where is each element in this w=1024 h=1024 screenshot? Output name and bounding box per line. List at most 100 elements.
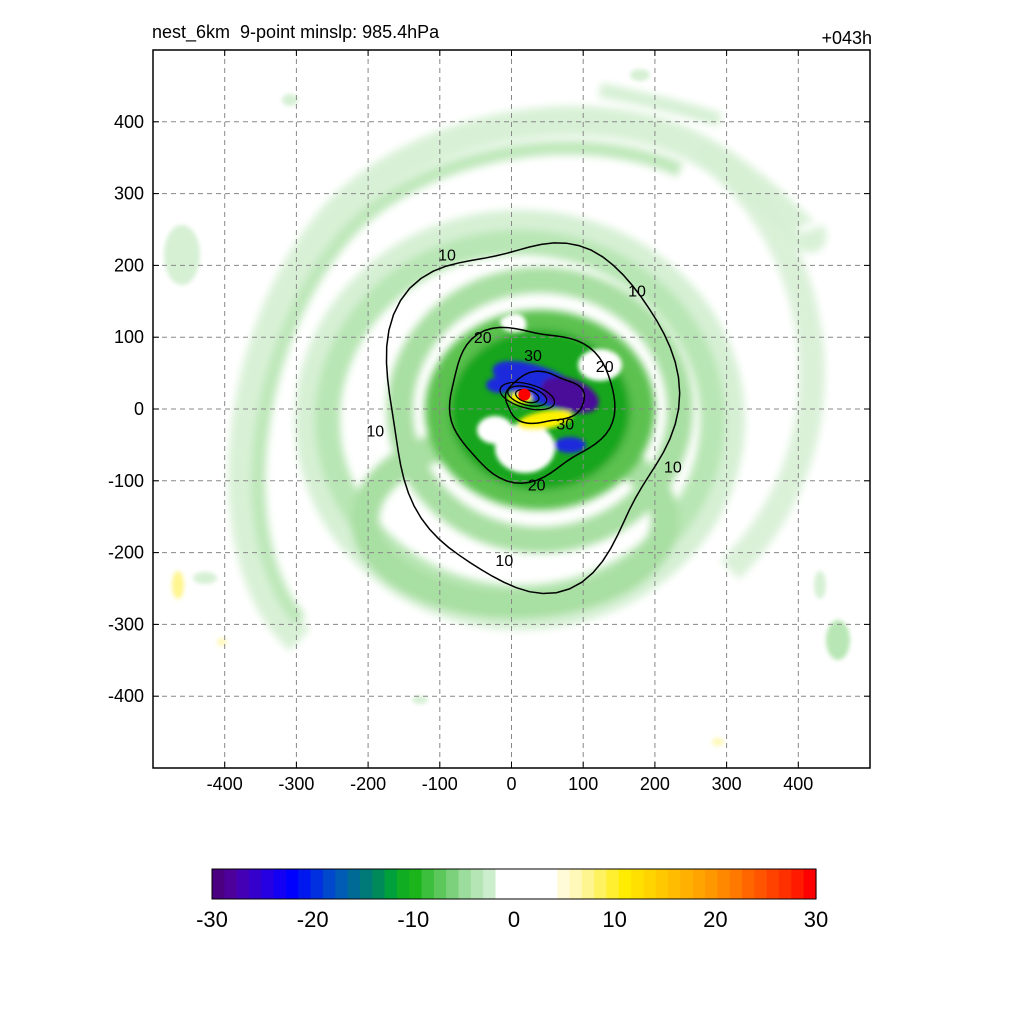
colorbar-swatch <box>754 869 768 899</box>
colorbar-swatch <box>261 869 275 899</box>
colorbar-swatch <box>335 869 349 899</box>
x-tick-label: -200 <box>350 774 386 794</box>
colorbar-swatch <box>606 869 620 899</box>
colorbar-swatch <box>643 869 657 899</box>
colorbar-swatch <box>483 869 497 899</box>
forecast-hour: +043h <box>821 28 872 48</box>
colorbar-swatch <box>495 869 509 899</box>
colorbar-swatch <box>409 869 423 899</box>
shaded-field <box>164 69 850 746</box>
colorbar-swatch <box>569 869 583 899</box>
colorbar-swatch <box>803 869 817 899</box>
colorbar-ticks: -30 -20 -10 0 10 20 30 <box>196 907 828 932</box>
contour-label: 10 <box>438 248 456 265</box>
colorbar-swatch <box>470 869 484 899</box>
inner-contour <box>507 385 548 407</box>
colorbar-frame <box>211 868 817 900</box>
colorbar-swatch <box>322 869 336 899</box>
inner-contour <box>499 381 556 411</box>
y-tick-label: -300 <box>108 614 144 634</box>
colorbar-swatch <box>717 869 731 899</box>
grid <box>153 50 870 768</box>
colorbar-swatch <box>779 869 792 899</box>
contour-label: 30 <box>524 348 542 365</box>
contour-line-10 <box>385 242 681 595</box>
x-tick-label: 300 <box>712 774 742 794</box>
x-tick-label: -300 <box>278 774 314 794</box>
colorbar-swatch <box>298 869 312 899</box>
colorbar-tick-label: 0 <box>508 907 520 932</box>
colorbar-swatch <box>273 869 287 899</box>
y-tick-label: -400 <box>108 686 144 706</box>
colorbar-swatch <box>248 869 262 899</box>
colorbar-tick-label: 10 <box>602 907 626 932</box>
colorbar-swatch <box>705 869 718 899</box>
colorbar-swatch <box>655 869 669 899</box>
colorbar-tick-label: -20 <box>297 907 329 932</box>
contour-label: 20 <box>596 359 614 376</box>
contour-label: 10 <box>495 553 513 570</box>
chart-title: nest_6km 9-point minslp: 985.4hPa <box>152 22 440 42</box>
colorbar-swatch <box>618 869 632 899</box>
colorbar-swatch <box>520 869 534 899</box>
colorbar-swatch <box>236 869 250 899</box>
colorbar-swatch <box>742 869 755 899</box>
x-axis-ticks: -400 -300 -200 -100 0 100 200 300 400 <box>207 50 813 794</box>
colorbar-swatch <box>557 869 571 899</box>
contour-label: 30 <box>556 416 574 433</box>
colorbar-swatch <box>631 869 645 899</box>
colorbar-swatch <box>458 869 472 899</box>
middle-ring <box>295 210 745 630</box>
colorbar-swatch <box>581 869 595 899</box>
colorbar-swatch <box>668 869 682 899</box>
colorbar-tick-label: -30 <box>196 907 228 932</box>
y-axis-ticks: 400 300 200 100 0 -100 -200 -300 -400 <box>108 112 870 706</box>
core-features <box>477 313 622 473</box>
colorbar-swatch <box>791 869 805 899</box>
colorbar-swatch <box>396 869 410 899</box>
x-tick-label: 100 <box>568 774 598 794</box>
colorbar-swatch <box>372 869 386 899</box>
colorbar-swatch <box>532 869 546 899</box>
contour-label: 20 <box>528 477 546 494</box>
colorbar-swatch <box>446 869 460 899</box>
colorbar-swatch <box>421 869 435 899</box>
x-tick-label: 200 <box>640 774 670 794</box>
y-tick-label: -200 <box>108 543 144 563</box>
colorbar-tick-label: -10 <box>397 907 429 932</box>
colorbar-swatch <box>544 869 558 899</box>
colorbar-swatch <box>285 869 299 899</box>
colorbar-swatch <box>359 869 373 899</box>
y-tick-label: 300 <box>114 184 144 204</box>
x-tick-label: -100 <box>422 774 458 794</box>
colorbar-swatch <box>212 869 225 899</box>
inner-contour <box>514 388 540 404</box>
colorbar-swatch <box>766 869 780 899</box>
colorbar-swatch <box>433 869 447 899</box>
colorbar-swatch <box>680 869 694 899</box>
colorbar <box>211 868 817 900</box>
colorbar-tick-label: 20 <box>703 907 727 932</box>
contour-label: 20 <box>474 330 492 347</box>
contour-label: 10 <box>664 459 682 476</box>
x-tick-label: 0 <box>506 774 516 794</box>
contour-label: 10 <box>628 284 646 301</box>
colorbar-swatch <box>224 869 238 899</box>
contour-labels: 10 10 10 10 10 20 30 20 30 20 <box>366 248 682 570</box>
colorbar-tick-label: 30 <box>804 907 828 932</box>
contour-lines <box>385 242 681 595</box>
center-marker <box>518 388 531 401</box>
y-tick-label: 200 <box>114 255 144 275</box>
colorbar-swatch <box>310 869 324 899</box>
y-tick-label: 400 <box>114 112 144 132</box>
outer-band <box>228 83 827 652</box>
colorbar-swatch <box>347 869 361 899</box>
small-patches <box>164 69 850 746</box>
colorbar-swatch <box>384 869 398 899</box>
y-tick-label: 100 <box>114 327 144 347</box>
colorbar-swatch <box>507 869 521 899</box>
contour-line-20 <box>448 326 616 485</box>
center-marker-dot <box>518 388 531 401</box>
colorbar-swatch <box>729 869 743 899</box>
